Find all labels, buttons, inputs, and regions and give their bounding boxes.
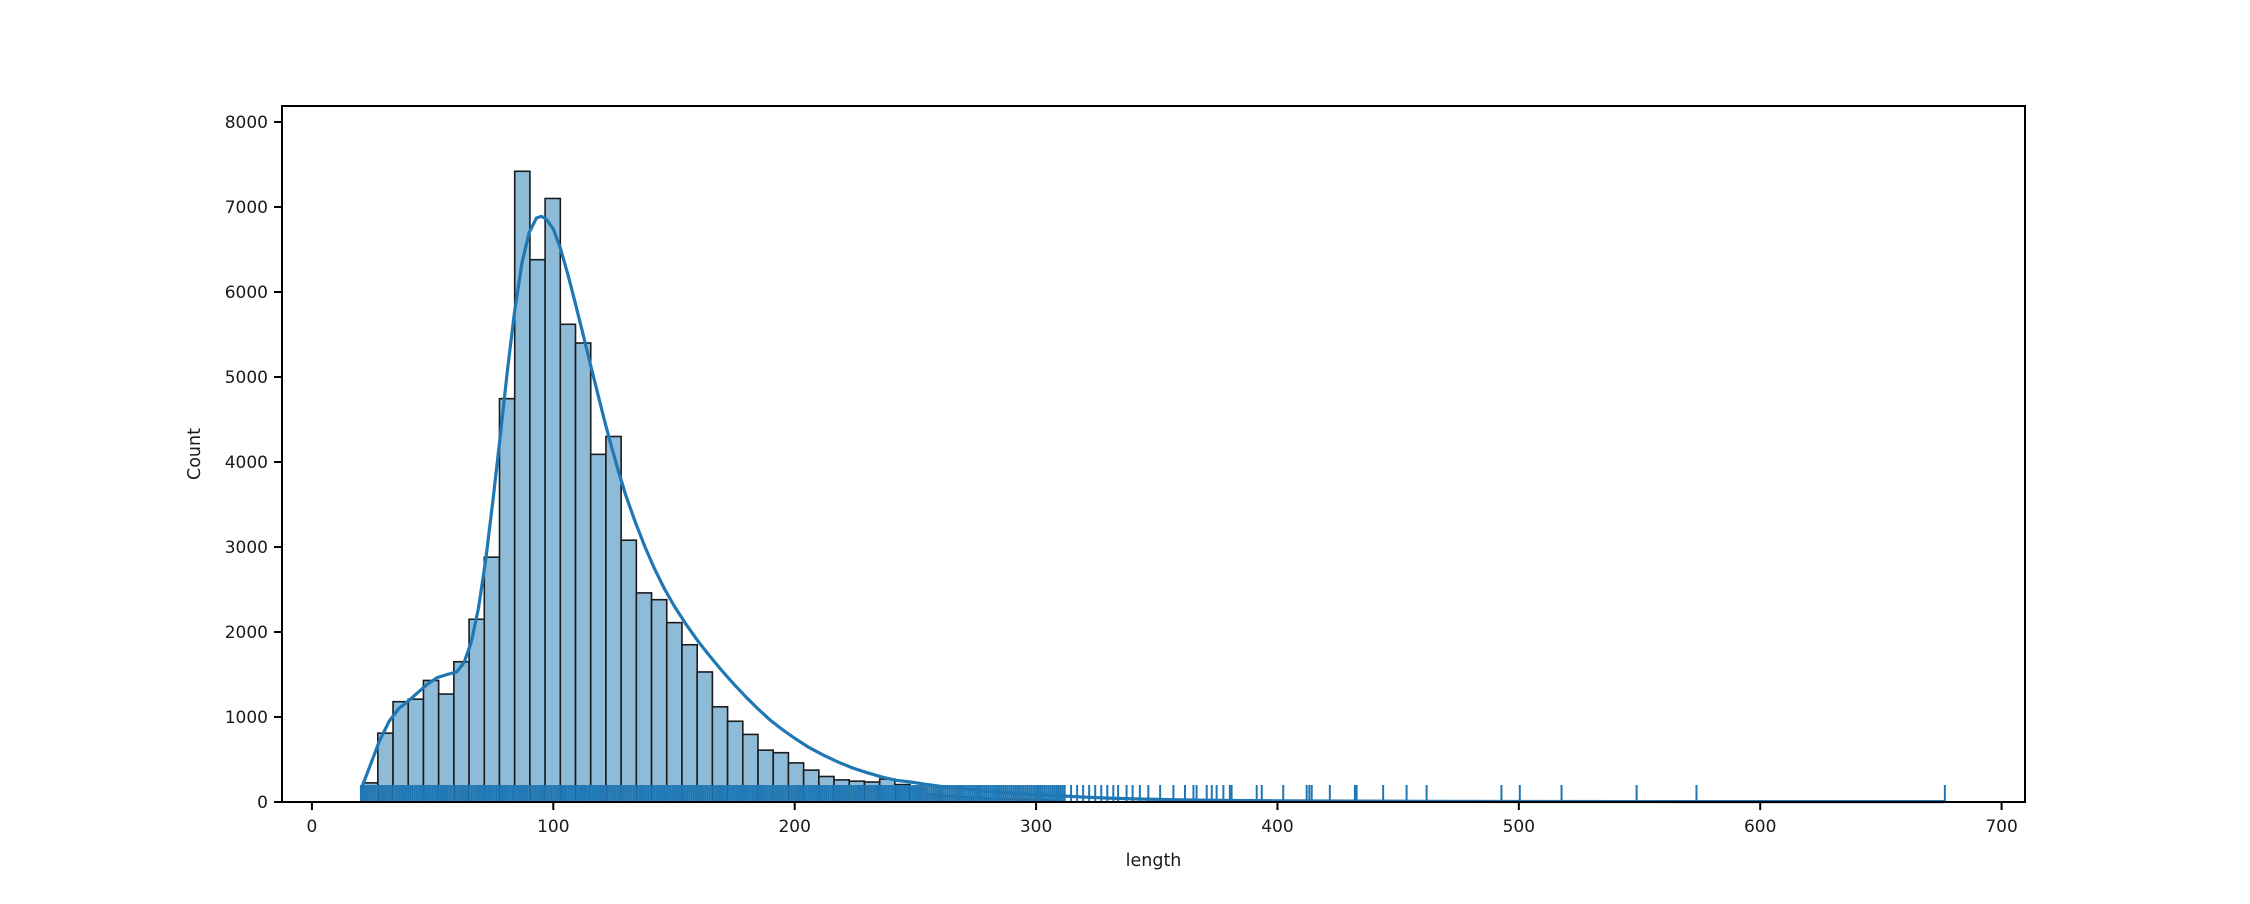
- y-tick-label: 2000: [225, 623, 268, 643]
- y-tick-label: 5000: [225, 368, 268, 388]
- x-tick-label: 200: [778, 817, 810, 837]
- histogram-bar: [665, 621, 683, 803]
- histogram-bar: [650, 598, 668, 803]
- histogram-bar: [681, 643, 698, 803]
- x-tick-label: 0: [307, 817, 318, 837]
- x-tick-label: 500: [1503, 817, 1535, 837]
- x-tick-label: 400: [1261, 817, 1293, 837]
- histogram-bar: [498, 397, 516, 803]
- histogram-bar: [589, 453, 607, 803]
- y-tick-label: 6000: [225, 283, 268, 303]
- histogram-bar: [529, 258, 546, 803]
- x-tick-label: 300: [1020, 817, 1052, 837]
- x-tick-label: 100: [537, 817, 569, 837]
- rug-plot: [359, 785, 1946, 801]
- histogram-bar: [635, 592, 653, 803]
- histogram-bar: [544, 197, 562, 803]
- y-tick-label: 8000: [225, 113, 268, 133]
- histogram-bar: [620, 539, 638, 803]
- y-tick-label: 0: [257, 793, 268, 813]
- histogram-bar: [422, 679, 440, 803]
- axes-spine: [281, 105, 2026, 803]
- histogram-bar: [453, 660, 470, 803]
- histogram-bar: [559, 323, 577, 803]
- histogram-bars: [361, 170, 1063, 803]
- x-tick-label: 600: [1744, 817, 1776, 837]
- y-tick-label: 7000: [225, 198, 268, 218]
- y-tick-label: 1000: [225, 708, 268, 728]
- axis-ticks: 0 100 200 300 400 500 600 700010002000300040005…: [225, 113, 2018, 837]
- histogram-bar: [483, 556, 501, 803]
- histogram-bar: [574, 342, 592, 803]
- y-tick-label: 3000: [225, 538, 268, 558]
- histogram-bar: [605, 435, 622, 803]
- kde-curve: [359, 214, 1946, 804]
- y-axis-label: Count: [185, 428, 205, 480]
- x-axis-label: length: [1126, 851, 1182, 871]
- histogram-bar: [696, 671, 714, 803]
- y-tick-label: 4000: [225, 453, 268, 473]
- x-tick-label: 700: [1985, 817, 2017, 837]
